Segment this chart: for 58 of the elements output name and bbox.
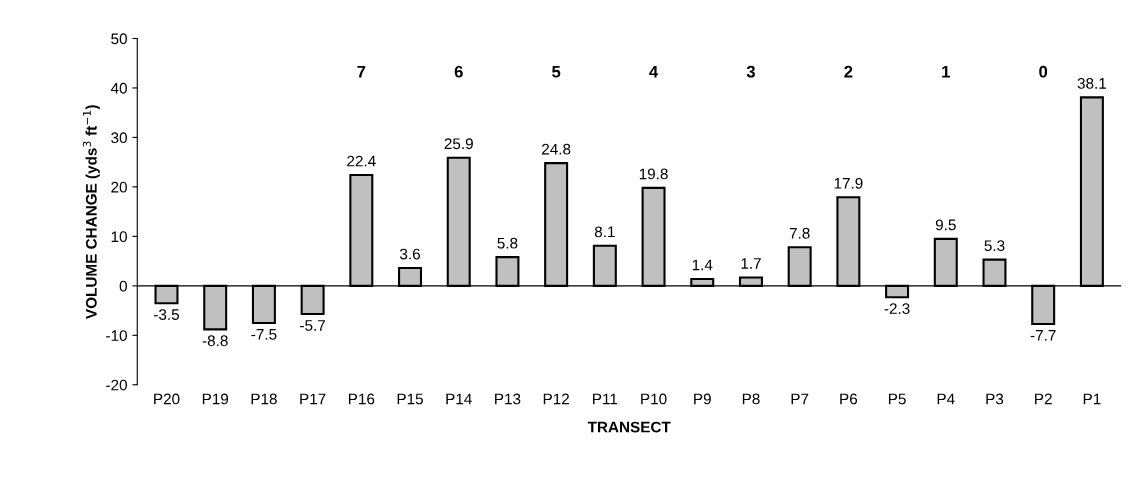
x-tick-label: P18: [251, 393, 277, 405]
x-tick-label: P17: [300, 393, 326, 405]
annotation: 6: [454, 65, 463, 78]
x-tick-label: P13: [495, 393, 521, 405]
x-tick-label: P1: [1083, 393, 1101, 405]
x-tick-label: P14: [446, 393, 472, 405]
data-label: -8.8: [202, 335, 228, 347]
data-label: 8.1: [594, 226, 615, 238]
data-label: -7.7: [1030, 330, 1056, 341]
annotation: 1: [942, 65, 950, 78]
data-label: 7.8: [789, 227, 810, 239]
data-label: -7.5: [251, 329, 277, 340]
y-tick-label: 20: [111, 181, 127, 193]
data-label: 19.8: [639, 168, 668, 180]
data-label: 22.4: [347, 155, 376, 167]
annotation: 5: [552, 65, 561, 78]
x-tick-label: P7: [791, 393, 809, 405]
data-label: 5.3: [984, 240, 1005, 252]
data-label: 9.5: [935, 219, 956, 231]
x-tick-label: P8: [742, 393, 760, 405]
y-tick-label: 0: [119, 280, 127, 292]
y-tick-label: 40: [110, 82, 127, 94]
data-label: 25.9: [444, 138, 473, 150]
x-tick-label: P3: [986, 393, 1004, 405]
data-label: 1.4: [692, 259, 713, 271]
data-label: 24.8: [542, 143, 571, 155]
annotation: 2: [844, 65, 853, 78]
x-tick-label: P5: [888, 393, 906, 405]
data-label: -2.3: [884, 303, 910, 315]
x-tick-label: P9: [694, 393, 711, 405]
data-label: -5.7: [300, 320, 326, 331]
data-label: -3.5: [154, 309, 180, 320]
x-tick-label: P11: [593, 393, 618, 405]
x-tick-label: P6: [840, 393, 858, 405]
annotation: 3: [746, 65, 755, 78]
y-tick-label: 10: [111, 231, 127, 243]
x-tick-label: P20: [154, 393, 180, 405]
x-tick-label: P16: [348, 393, 375, 405]
x-axis-title: TRANSECT: [587, 421, 671, 433]
x-tick-label: P15: [397, 393, 423, 405]
annotation: 0: [1039, 65, 1048, 78]
y-tick-label: -20: [106, 379, 127, 391]
y-tick-label: -10: [106, 330, 127, 342]
x-tick-label: P2: [1035, 393, 1052, 405]
y-tick-label: 30: [111, 132, 127, 144]
x-tick-label: P19: [202, 393, 229, 405]
annotation: 4: [649, 65, 659, 78]
y-tick-label: 50: [111, 33, 127, 45]
annotation: 7: [357, 65, 366, 78]
data-label: 5.8: [497, 237, 518, 249]
x-tick-label: P10: [641, 393, 667, 405]
x-tick-label: P12: [543, 393, 569, 405]
x-tick-label: P4: [937, 393, 955, 405]
data-label: 1.7: [741, 258, 761, 269]
data-label: 38.1: [1077, 77, 1107, 89]
y-axis-title: VOLUME CHANGE (yds$^{3}$ ft$^{−1}$): [82, 105, 100, 319]
data-label: 3.6: [399, 248, 420, 260]
data-label: 17.9: [834, 177, 863, 189]
